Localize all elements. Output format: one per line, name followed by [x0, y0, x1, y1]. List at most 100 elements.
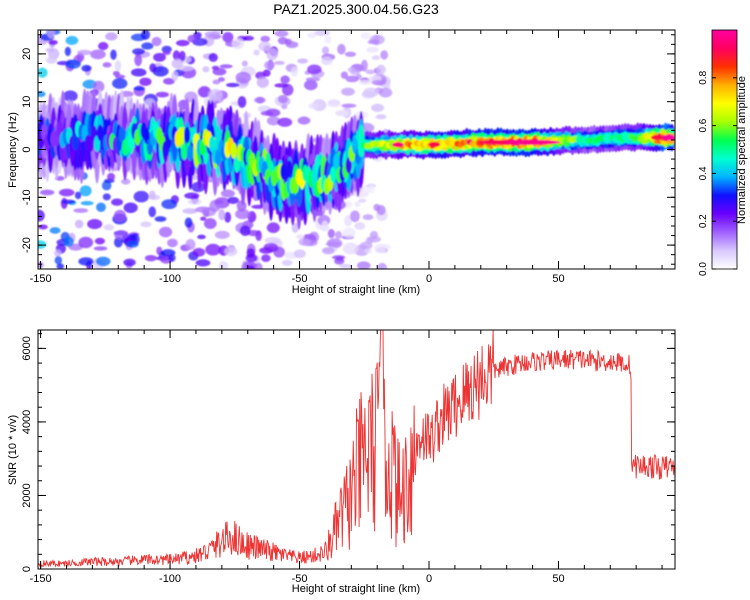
heatmap-speckle: [321, 56, 333, 66]
colorbar-tick-label: 0.6: [698, 118, 709, 132]
heatmap-speckle: [350, 210, 360, 223]
heatmap-speckle: [74, 191, 82, 200]
heatmap-speckle: [185, 238, 196, 251]
heatmap-speckle: [94, 237, 105, 245]
heatmap-speckle: [162, 51, 171, 56]
heatmap-speckle: [358, 79, 372, 86]
heatmap-speckle: [327, 100, 341, 108]
snr-xtick-label: 50: [552, 573, 564, 585]
heatmap-ridge-cell: [187, 144, 194, 161]
heatmap-speckle: [293, 249, 306, 259]
heatmap-speckle: [54, 256, 63, 265]
heatmap-speckle: [344, 51, 357, 57]
snr-panel: -150 -100 -50 0 50 0 2000 4000 6000 Height of st…: [7, 329, 676, 595]
heatmap-speckle: [132, 48, 145, 55]
heatmap-speckle: [195, 259, 211, 267]
heatmap-speckle: [140, 30, 151, 40]
heatmap-speckle: [158, 226, 173, 238]
heatmap-speckle: [360, 59, 368, 72]
spectrogram-ytick-label: -10: [21, 189, 33, 205]
heatmap-speckle: [307, 64, 322, 75]
heatmap-speckle: [365, 236, 374, 245]
heatmap-speckle: [224, 246, 238, 257]
heatmap-speckle: [358, 198, 367, 203]
heatmap-speckle: [220, 189, 235, 198]
heatmap-speckle: [277, 94, 289, 104]
heatmap-speckle: [167, 238, 178, 248]
heatmap-ridge-cell: [72, 133, 79, 151]
heatmap-speckle: [374, 243, 387, 254]
heatmap-ridge-cell: [329, 166, 337, 183]
heatmap-speckle: [168, 254, 176, 262]
heatmap-speckle: [266, 222, 280, 234]
heatmap-speckle: [307, 32, 317, 39]
heatmap-ridge-cell: [233, 156, 241, 173]
heatmap-speckle: [295, 234, 305, 239]
heatmap-speckle: [208, 53, 218, 62]
heatmap-speckle: [326, 238, 343, 249]
heatmap-speckle: [161, 199, 178, 210]
heatmap-speckle: [45, 47, 55, 53]
heatmap-cells: [38, 30, 675, 269]
heatmap-speckle: [102, 193, 111, 201]
heatmap-speckle: [163, 77, 175, 85]
heatmap-speckle: [308, 103, 320, 109]
heatmap-speckle: [139, 77, 152, 87]
heatmap-speckle: [261, 254, 271, 262]
heatmap-speckle: [208, 88, 223, 101]
heatmap-speckle: [38, 209, 45, 222]
colorbar: 0.0 0.2 0.4 0.6 0.8 Normalized spectral ampl…: [698, 29, 748, 276]
heatmap-speckle: [46, 56, 58, 64]
heatmap-speckle: [227, 196, 239, 204]
heatmap-speckle: [254, 262, 263, 269]
heatmap-speckle: [38, 240, 47, 249]
heatmap-speckle: [350, 69, 360, 76]
heatmap-speckle: [111, 198, 124, 206]
heatmap-speckle: [337, 43, 346, 55]
heatmap-speckle: [321, 220, 329, 231]
heatmap-speckle: [305, 77, 321, 82]
spectrogram-ytick-label: -20: [21, 237, 33, 253]
heatmap-speckle: [266, 48, 279, 61]
heatmap-speckle: [218, 209, 226, 221]
heatmap-speckle: [297, 116, 311, 125]
snr-ytick-label: 2000: [21, 483, 33, 507]
heatmap-speckle: [197, 86, 211, 98]
heatmap-speckle: [92, 80, 105, 93]
heatmap-speckle: [140, 221, 152, 228]
spectrogram-ylabel: Frequency (Hz): [7, 112, 19, 188]
snr-ytick-label: 6000: [21, 336, 33, 360]
spectrogram-xtick-label: -100: [159, 273, 181, 285]
heatmap-speckle: [237, 96, 247, 108]
heatmap-speckle: [39, 189, 55, 196]
heatmap-speckle: [290, 66, 299, 77]
heatmap-speckle: [367, 39, 379, 45]
heatmap-ridge-cell: [208, 135, 216, 152]
heatmap-speckle: [78, 236, 94, 249]
heatmap-speckle: [172, 50, 181, 61]
heatmap-speckle: [214, 230, 230, 239]
heatmap-ridge-cell: [230, 142, 237, 159]
heatmap-speckle: [246, 265, 255, 269]
heatmap-speckle: [81, 64, 92, 72]
heatmap-speckle: [260, 110, 274, 116]
heatmap-speckle: [235, 208, 251, 220]
heatmap-speckle: [197, 234, 206, 240]
heatmap-speckle: [74, 219, 84, 229]
heatmap-speckle: [218, 77, 225, 82]
spectrogram-xtick-label: 50: [552, 273, 564, 285]
colorbar-ramp: [711, 29, 738, 270]
heatmap-ridge-cell: [183, 126, 191, 144]
heatmap-speckle: [378, 87, 393, 98]
heatmap-speckle: [342, 242, 359, 255]
heatmap-speckle: [179, 50, 186, 62]
heatmap-speckle: [112, 70, 120, 77]
heatmap-speckle: [224, 211, 232, 223]
heatmap-speckle: [365, 69, 375, 75]
heatmap-speckle: [327, 228, 335, 239]
heatmap-speckle: [113, 209, 127, 222]
spectrogram-ytick-label: 0: [21, 146, 33, 152]
heatmap-ridge-cell: [118, 126, 126, 143]
heatmap-hotspot: [428, 141, 441, 147]
heatmap-speckle: [266, 116, 281, 126]
